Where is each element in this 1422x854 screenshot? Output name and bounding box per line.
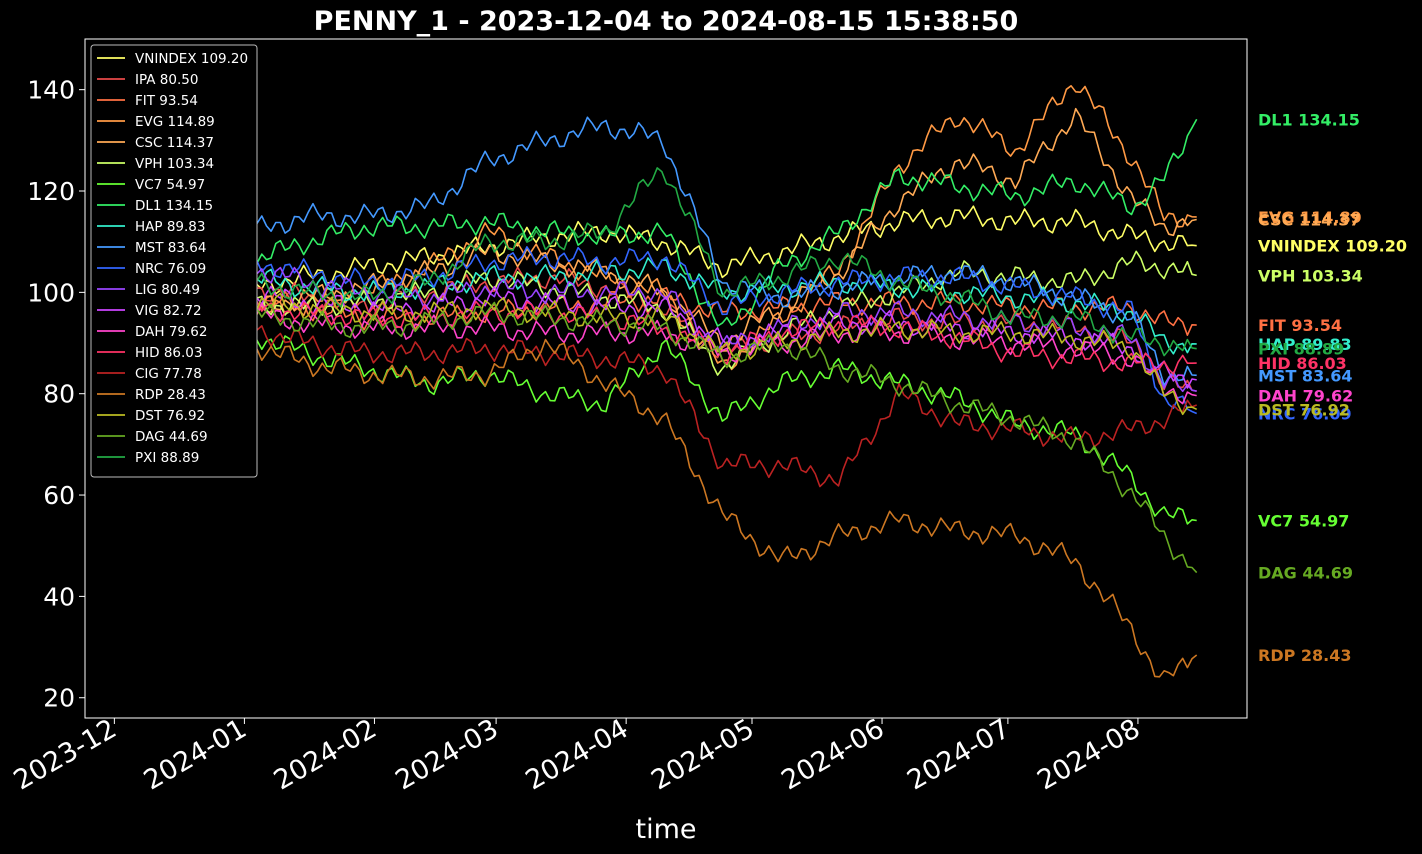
legend-entry-ipa: IPA 80.50 <box>135 72 198 88</box>
chart-title: PENNY_1 - 2023-12-04 to 2024-08-15 15:38… <box>314 6 1019 37</box>
legend-entry-dl1: DL1 134.15 <box>135 198 213 214</box>
end-label-vc7: VC7 54.97 <box>1258 512 1349 531</box>
series-line-nrc <box>126 246 1198 415</box>
end-label-hid: HID 86.03 <box>1258 354 1347 373</box>
legend-entry-dah: DAH 79.62 <box>135 324 207 340</box>
end-label-fit: FIT 93.54 <box>1258 316 1342 335</box>
end-label-dst: DST 76.92 <box>1258 400 1350 419</box>
end-label-csc: CSC 114.37 <box>1258 211 1361 230</box>
end-label-vnindex: VNINDEX 109.20 <box>1258 237 1407 256</box>
y-axis: 20 40 60 80 100 120 140 <box>27 76 85 713</box>
end-label-mst: MST 83.64 <box>1258 366 1353 385</box>
end-label-pxi: PXI 88.89 <box>1258 340 1344 359</box>
legend-entry-rdp: RDP 28.43 <box>135 387 206 403</box>
legend-box <box>90 44 258 478</box>
legend-entry-hap: HAP 89.83 <box>135 219 205 235</box>
legend-entry-mst: MST 83.64 <box>135 240 206 256</box>
series-line-lig <box>126 256 1197 393</box>
y-tick-label: 140 <box>27 76 75 105</box>
series-line-vph <box>126 250 1197 376</box>
series-line-vc7 <box>126 291 1197 525</box>
legend-entry-vig: VIG 82.72 <box>135 303 202 319</box>
series-line-vnindex <box>126 205 1197 309</box>
legend-entry-cig: CIG 77.78 <box>135 366 202 382</box>
legend-entry-dst: DST 76.92 <box>135 408 205 424</box>
legend-entry-dag: DAG 44.69 <box>135 429 208 445</box>
series-line-pxi <box>126 167 1197 357</box>
plot-lines <box>126 85 1198 678</box>
series-line-evg <box>126 85 1197 371</box>
y-tick-label: 100 <box>27 278 75 307</box>
legend-entry-hid: HID 86.03 <box>135 345 202 361</box>
series-line-cig <box>126 286 1197 488</box>
end-label-evg: EVG 114.89 <box>1258 208 1362 227</box>
end-label-hap: HAP 89.83 <box>1258 335 1352 354</box>
end-label-dag: DAG 44.69 <box>1258 564 1353 583</box>
series-line-hid <box>126 283 1197 375</box>
end-label-dah: DAH 79.62 <box>1258 387 1353 406</box>
end-label-rdp: RDP 28.43 <box>1258 646 1352 665</box>
end-label-dl1: DL1 134.15 <box>1258 110 1360 129</box>
y-tick-label: 120 <box>27 177 75 206</box>
series-line-rdp <box>126 291 1198 678</box>
y-tick-label: 80 <box>43 380 75 409</box>
legend-entry-fit: FIT 93.54 <box>135 93 198 109</box>
x-axis-label: time <box>635 814 696 845</box>
y-tick-label: 40 <box>43 582 75 611</box>
legend-entry-nrc: NRC 76.09 <box>135 261 206 277</box>
legend-entry-pxi: PXI 88.89 <box>135 450 199 466</box>
legend-entry-vc7: VC7 54.97 <box>135 177 205 193</box>
end-label-vph: VPH 103.34 <box>1258 266 1363 285</box>
legend-entry-vnindex: VNINDEX 109.20 <box>135 51 248 67</box>
series-line-dl1 <box>126 118 1198 327</box>
legend: VNINDEX 109.20 IPA 80.50 FIT 93.54 EVG 114.… <box>90 44 258 478</box>
plot-frame <box>84 38 1248 719</box>
y-tick-label: 20 <box>43 684 75 713</box>
legend-entry-lig: LIG 80.49 <box>135 282 200 298</box>
legend-entry-vph: VPH 103.34 <box>135 156 214 172</box>
series-line-dst <box>126 281 1198 416</box>
legend-entry-evg: EVG 114.89 <box>135 114 215 130</box>
series-line-mst <box>126 116 1197 387</box>
y-tick-label: 60 <box>43 481 75 510</box>
end-label-nrc: NRC 76.09 <box>1258 405 1352 424</box>
series-line-dag <box>126 282 1198 574</box>
legend-entry-csc: CSC 114.37 <box>135 135 214 151</box>
